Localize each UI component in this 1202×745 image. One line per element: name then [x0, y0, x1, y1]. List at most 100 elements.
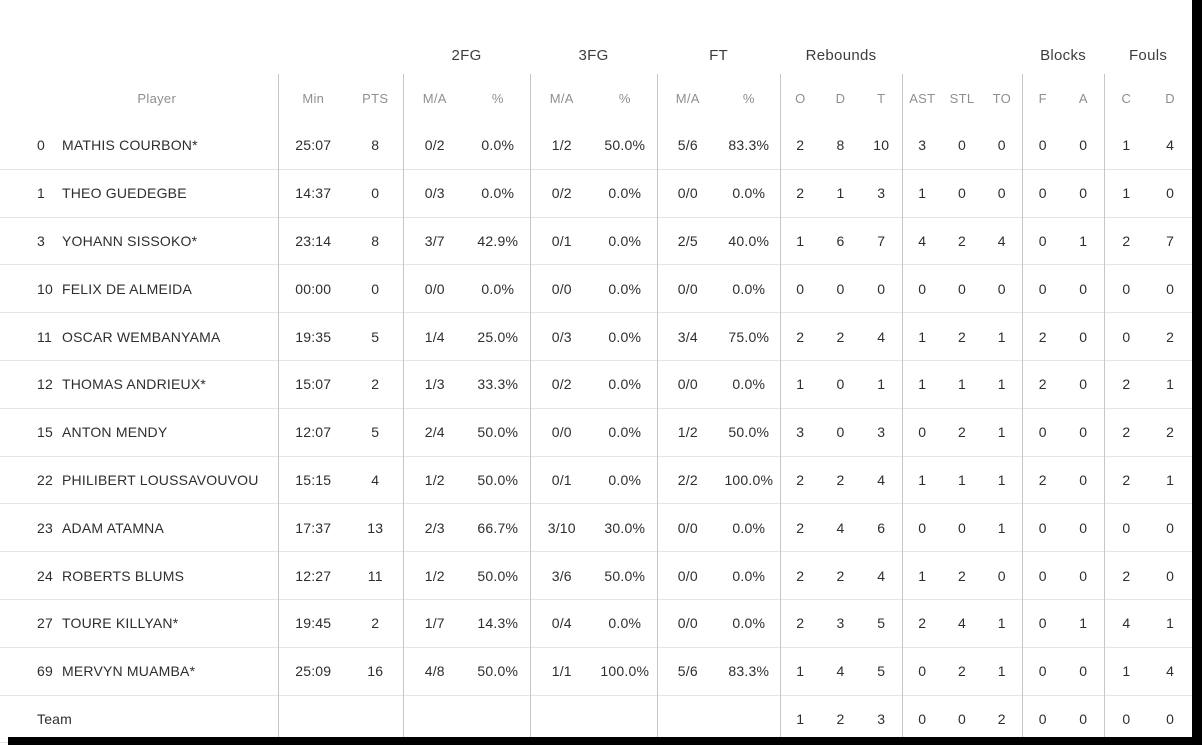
cell-fg2-ma: 0/3	[402, 168, 466, 218]
cell-fg3-pct: 0.0%	[593, 216, 658, 265]
player-row: 24 ROBERTS BLUMS 12:27 11 1/2 50.0% 3/6 50.0% 0/…	[0, 551, 1193, 600]
cell-fg3-pct: 50.0%	[593, 551, 658, 600]
cell-to: 1	[982, 646, 1023, 696]
player-name: TOURE KILLYAN*	[62, 615, 179, 632]
row-label: Team	[37, 710, 73, 727]
cell-ft-ma: 3/4	[656, 312, 719, 361]
cell-fg2-ma: 1/3	[402, 359, 466, 409]
cell-blk-for: 2	[1021, 455, 1064, 504]
cell-reb-off: 2	[779, 455, 821, 504]
cell-stl: 4	[942, 598, 983, 648]
cell-ft-ma: 0/0	[656, 503, 719, 552]
player-number: 10	[37, 280, 53, 297]
cell-to: 1	[982, 359, 1023, 409]
cell-min: 12:27	[277, 551, 348, 600]
summary-row: Team 1 2 3 0 0 2 0 0 0 0	[0, 694, 1193, 743]
cell-fouls-committed: 2	[1103, 551, 1149, 600]
cell-blk-against: 0	[1063, 359, 1105, 409]
cell-to: 0	[982, 264, 1023, 313]
cell-ast: 0	[901, 264, 943, 313]
cell-reb-total: 6	[861, 503, 903, 552]
cell-min: 15:15	[277, 455, 348, 504]
player-name: ROBERTS BLUMS	[62, 567, 185, 584]
cell-blk-for: 2	[1021, 312, 1064, 361]
cell-fg3-ma	[529, 694, 594, 743]
cell-to: 1	[982, 407, 1023, 457]
cell-fg2-ma: 1/2	[402, 455, 466, 504]
cell-reb-total: 4	[861, 551, 903, 600]
cell-reb-total: 7	[861, 216, 903, 265]
cell-pts: 2	[348, 359, 403, 409]
player-row: 11 OSCAR WEMBANYAMA 19:35 5 1/4 25.0% 0/3 0.0% 3…	[0, 312, 1193, 361]
cell-fouls-drawn: 1	[1148, 598, 1193, 648]
cell-player: 0 MATHIS COURBON*	[0, 122, 278, 169]
player-name: ADAM ATAMNA	[62, 519, 165, 536]
group-header-blocks: Blocks	[1040, 47, 1087, 64]
cell-min: 17:37	[277, 503, 348, 552]
group-header-ft: FT	[709, 47, 728, 64]
cell-fg3-pct: 0.0%	[593, 312, 658, 361]
player-number: 12	[37, 376, 53, 393]
cell-reb-off: 1	[779, 359, 821, 409]
cell-fg3-pct: 0.0%	[593, 264, 658, 313]
cell-to: 0	[982, 168, 1023, 218]
cell-fg2-ma: 2/4	[402, 407, 466, 457]
cell-ft-pct: 0.0%	[718, 264, 781, 313]
cell-reb-total: 3	[861, 168, 903, 218]
cell-ft-ma: 0/0	[656, 168, 719, 218]
player-number: 69	[37, 663, 53, 680]
cell-player: 23 ADAM ATAMNA	[0, 503, 278, 552]
cell-reb-def: 0	[820, 407, 862, 457]
cell-reb-def: 1	[820, 168, 862, 218]
cell-blk-for: 0	[1021, 551, 1064, 600]
cell-blk-for: 0	[1021, 407, 1064, 457]
cell-ft-pct	[718, 694, 781, 743]
cell-min: 25:09	[277, 646, 348, 696]
col-header-ast: AST	[901, 74, 943, 122]
cell-fg3-pct: 50.0%	[604, 137, 646, 154]
cell-ft-pct: 0.0%	[718, 598, 781, 648]
player-row: 69 MERVYN MUAMBA* 25:09 16 4/8 50.0% 1/1 100.0%…	[0, 646, 1193, 696]
cell-pts: 2	[348, 598, 403, 648]
cell-pts: 5	[348, 407, 403, 457]
cell-ast: 1	[901, 551, 943, 600]
cell-fg3-ma: 0/3	[529, 312, 594, 361]
cell-fouls-committed: 2	[1103, 216, 1149, 265]
player-row: 1 THEO GUEDEGBE 14:37 0 0/3 0.0% 0/2 0.0% 0/0 0.0…	[0, 168, 1193, 218]
cell-fg2-pct: 25.0%	[466, 312, 531, 361]
player-name: THOMAS ANDRIEUX*	[62, 376, 206, 393]
cell-reb-total: 3	[861, 407, 903, 457]
cell-reb-def: 2	[820, 551, 862, 600]
cell-blk-against: 1	[1063, 598, 1105, 648]
cell-player: 3 YOHANN SISSOKO*	[0, 216, 278, 265]
col-header-blk-for: F	[1021, 74, 1064, 122]
player-number: 11	[37, 328, 52, 345]
cell-ast: 1	[901, 312, 943, 361]
cell-pts: 0	[348, 168, 403, 218]
cell-blk-against: 0	[1063, 407, 1105, 457]
cell-fg3-pct: 0.0%	[593, 455, 658, 504]
cell-player: 12 THOMAS ANDRIEUX*	[0, 359, 278, 409]
cell-blk-against: 0	[1063, 264, 1105, 313]
col-header-fouls-drawn: D	[1165, 90, 1175, 106]
cell-stl: 2	[942, 551, 983, 600]
cell-stl: 0	[942, 168, 983, 218]
cell-reb-def: 0	[820, 264, 862, 313]
cell-fouls-committed: 1	[1103, 122, 1149, 170]
cell-to: 4	[982, 216, 1023, 265]
cell-fg2-pct: 66.7%	[466, 503, 531, 552]
cell-reb-total: 5	[861, 598, 903, 648]
col-header-fg3-pct: %	[618, 90, 631, 106]
cell-ft-pct: 83.3%	[728, 137, 770, 154]
cell-blk-against: 0	[1079, 137, 1088, 154]
player-number: 1	[37, 185, 45, 202]
cell-fouls-drawn: 0	[1148, 503, 1193, 552]
cell-pts: 4	[348, 455, 403, 504]
cell-fg2-pct: 33.3%	[466, 359, 531, 409]
cell-blk-for: 0	[1021, 694, 1064, 743]
cell-blk-against: 0	[1063, 455, 1105, 504]
player-number: 3	[37, 232, 45, 249]
col-header-blk-against: A	[1078, 90, 1088, 106]
cell-reb-total: 10	[873, 137, 890, 154]
cell-ft-pct: 0.0%	[718, 503, 781, 552]
